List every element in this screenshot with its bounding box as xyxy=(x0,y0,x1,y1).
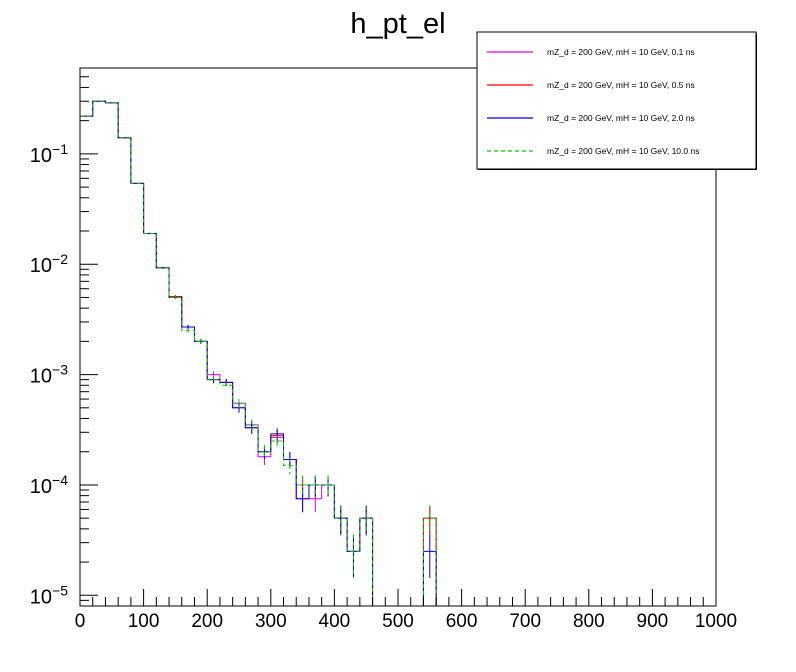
y-tick-label: 10−2 xyxy=(30,251,68,277)
x-tick-label: 1000 xyxy=(695,611,737,632)
chart-title: h_pt_el xyxy=(350,8,445,40)
x-tick-label: 800 xyxy=(573,611,605,632)
y-tick-label: 10−4 xyxy=(30,472,68,498)
y-tick-label: 10−5 xyxy=(30,582,68,608)
legend-entry-label: mZ_d = 200 GeV, mH = 10 GeV, 10.0 ns xyxy=(547,146,699,156)
x-tick-label: 400 xyxy=(319,611,351,632)
plot-area xyxy=(79,67,717,607)
legend-box xyxy=(476,31,757,170)
legend-entry-label: mZ_d = 200 GeV, mH = 10 GeV, 2.0 ns xyxy=(547,113,695,123)
axis-layer: 0 100 200 300 400 500 600 700 800 900 1000 10−5 10−4… xyxy=(30,76,737,632)
legend: mZ_d = 200 GeV, mH = 10 GeV, 0.1 ns mZ_d … xyxy=(476,31,757,170)
x-tick-label: 700 xyxy=(509,611,541,632)
y-tick-label: 10−1 xyxy=(30,141,68,167)
x-tick-label: 600 xyxy=(446,611,478,632)
legend-entry-label: mZ_d = 200 GeV, mH = 10 GeV, 0.5 ns xyxy=(547,80,695,90)
x-tick-label: 100 xyxy=(128,611,160,632)
x-tick-label: 200 xyxy=(191,611,223,632)
x-tick-label: 900 xyxy=(637,611,669,632)
series-3 xyxy=(80,100,437,606)
x-tick-label: 300 xyxy=(255,611,287,632)
x-tick-label: 500 xyxy=(382,611,414,632)
y-tick-label: 10−3 xyxy=(30,362,68,388)
x-tick-label: 0 xyxy=(75,611,86,632)
series-layer xyxy=(80,100,437,606)
legend-entry-label: mZ_d = 200 GeV, mH = 10 GeV, 0.1 ns xyxy=(547,47,695,57)
